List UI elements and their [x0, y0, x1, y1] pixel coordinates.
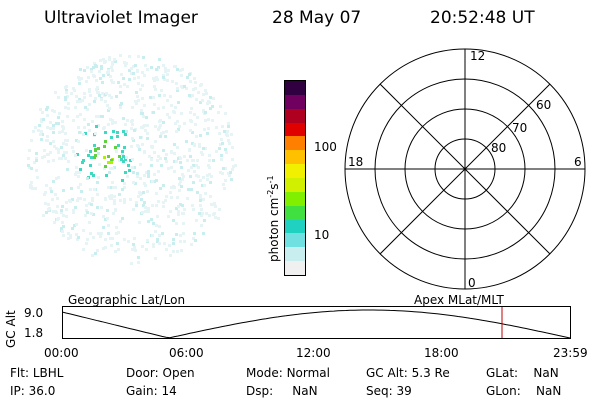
mlt-label-6: 6 [574, 155, 582, 169]
colorbar-segment [285, 94, 305, 109]
altitude-timeline-plot [62, 306, 571, 339]
apex-label: Apex MLat/MLT [414, 293, 504, 307]
colorbar-segment [285, 136, 305, 151]
colorbar-segment [285, 191, 305, 206]
info-dsp: Dsp: NaN [246, 384, 318, 398]
time-tick-0000: 00:00 [44, 346, 79, 360]
info-gc-alt: GC Alt: 5.3 Re [366, 366, 450, 380]
mlt-label-12: 12 [470, 49, 485, 63]
gc-alt-tick-max: 9.0 [24, 306, 44, 320]
info-gain: Gain: 14 [126, 384, 177, 398]
gc-alt-tick-min: 1.8 [24, 326, 44, 340]
time-tick-2359: 23:59 [553, 346, 588, 360]
colorbar-segment [285, 261, 305, 275]
geographic-label: Geographic Lat/Lon [68, 293, 186, 307]
info-glat: GLat: NaN [486, 366, 559, 380]
info-glon: GLon: NaN [486, 384, 562, 398]
colorbar-tick-100: 100 [314, 140, 337, 154]
info-seq: Seq: 39 [366, 384, 412, 398]
info-mode: Mode: Normal [246, 366, 330, 380]
lat-label-80: 80 [491, 141, 506, 155]
colorbar-segment [285, 233, 305, 248]
aurora-pixel-field [27, 54, 237, 265]
time-tick-1800: 18:00 [424, 346, 459, 360]
colorbar-segment [285, 122, 305, 137]
colorbar-segment [285, 205, 305, 220]
colorbar-segment [285, 177, 305, 192]
altitude-curve [62, 309, 571, 339]
lat-label-70: 70 [512, 121, 527, 135]
mlt-label-0: 0 [468, 276, 476, 290]
colorbar-segment [285, 247, 305, 262]
gc-alt-axis-title: GC Alt [4, 310, 18, 348]
lat-label-60: 60 [536, 98, 551, 112]
colorbar-segment [285, 164, 305, 178]
colorbar-segment [285, 108, 305, 123]
info-ip: IP: 36.0 [10, 384, 56, 398]
colorbar-tick-10: 10 [314, 228, 330, 242]
observation-time: 20:52:48 UT [430, 8, 535, 28]
timeline-frame [62, 306, 571, 339]
observation-date: 28 May 07 [272, 8, 362, 28]
info-flt: Flt: LBHL [10, 366, 64, 380]
auroral-image [27, 54, 237, 265]
colorbar-segment [285, 80, 305, 95]
colorbar-segment [285, 219, 305, 234]
mlt-label-18: 18 [348, 155, 363, 169]
instrument-title: Ultraviolet Imager [44, 8, 198, 28]
colorbar-segment [285, 150, 305, 165]
color-scale-bar [284, 80, 306, 276]
time-tick-1200: 12:00 [296, 346, 331, 360]
info-door: Door: Open [126, 366, 195, 380]
colorbar-unit-label: photon cm-2s-1 [266, 175, 281, 262]
polar-grid: 12 18 6 0 60 70 80 [344, 48, 586, 290]
time-tick-0600: 06:00 [169, 346, 204, 360]
mlt-line-diagonal-2 [379, 83, 551, 255]
